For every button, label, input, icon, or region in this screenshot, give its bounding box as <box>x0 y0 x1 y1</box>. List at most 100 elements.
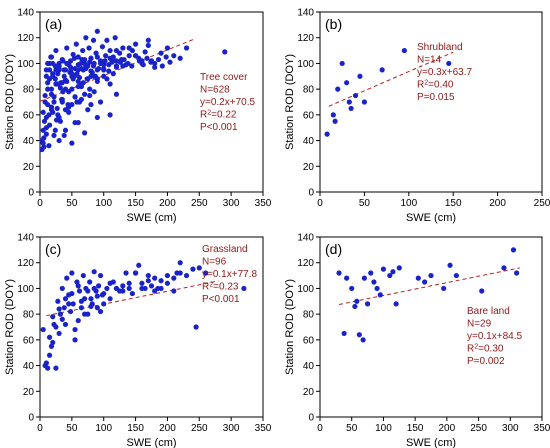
data-point <box>66 104 72 110</box>
data-point <box>360 337 366 343</box>
data-point <box>126 53 132 59</box>
y-tick-label: 100 <box>17 284 34 295</box>
data-point <box>101 290 107 297</box>
data-point <box>86 45 92 51</box>
data-point <box>94 28 100 34</box>
data-point <box>91 285 97 292</box>
chart-panel-1: 0 50 100 150 200 250 0 20 40 60 80 100 120 140 SWE (cm… <box>284 8 550 225</box>
y-tick-label: 40 <box>303 361 315 372</box>
data-point <box>48 107 55 113</box>
y-axis-label: Station ROD (DOY) <box>284 54 296 150</box>
y-tick-label: 80 <box>23 310 35 321</box>
data-point <box>120 45 126 51</box>
data-point <box>52 127 58 133</box>
annotation-line: N=29 <box>467 319 492 330</box>
data-point <box>396 265 402 271</box>
data-point <box>336 270 342 276</box>
data-point <box>241 285 247 292</box>
data-point <box>107 47 113 54</box>
annotation-line: y=0.2x+70.5 <box>200 97 255 108</box>
data-point <box>50 339 56 346</box>
data-point <box>415 275 421 281</box>
annotation-line: Bare land <box>467 306 510 317</box>
data-point <box>390 269 396 275</box>
plot-frame <box>39 11 264 193</box>
data-point <box>112 35 118 41</box>
data-point <box>66 301 72 307</box>
data-point <box>94 114 100 121</box>
data-point <box>72 326 78 333</box>
y-tick-label: 0 <box>28 413 34 424</box>
data-point <box>126 285 132 292</box>
data-point <box>94 54 100 60</box>
data-point <box>88 73 94 79</box>
data-point <box>76 288 83 294</box>
data-point <box>88 101 94 108</box>
data-point <box>50 73 56 79</box>
data-point <box>43 125 49 131</box>
data-point <box>132 41 139 47</box>
y-tick-label: 0 <box>28 188 34 199</box>
x-tick-label: 50 <box>66 423 78 434</box>
data-point <box>361 275 367 281</box>
data-point <box>142 49 148 55</box>
data-point <box>75 78 81 85</box>
x-tick-label: 150 <box>127 423 144 434</box>
data-point <box>87 59 93 65</box>
data-point <box>120 63 126 69</box>
x-tick-label: 300 <box>223 198 240 209</box>
data-point <box>164 280 171 286</box>
data-point <box>97 99 104 105</box>
data-point <box>88 303 94 310</box>
data-point <box>70 301 76 307</box>
annotation-line: P=0.002 <box>467 356 505 367</box>
data-point <box>72 94 78 100</box>
annotation-line: N=14 <box>417 55 442 66</box>
data-point <box>121 56 127 63</box>
data-point <box>75 283 81 289</box>
data-point <box>479 288 485 294</box>
y-tick-label: 20 <box>23 387 35 398</box>
data-point <box>43 114 49 121</box>
annotation-line: R2=0.30 <box>467 343 504 355</box>
data-point <box>155 56 162 63</box>
y-tick-label: 60 <box>303 110 315 121</box>
annotation-line: Tree cover <box>200 72 248 83</box>
data-point <box>145 278 151 284</box>
data-point <box>193 324 199 330</box>
x-tick-label: 50 <box>66 198 78 209</box>
data-point <box>80 47 86 54</box>
data-point <box>379 67 385 73</box>
data-point <box>82 91 88 97</box>
y-tick-label: 120 <box>17 33 34 44</box>
data-point <box>59 80 65 86</box>
y-tick-label: 140 <box>297 8 314 19</box>
data-point <box>163 54 169 60</box>
data-point <box>41 118 48 124</box>
data-point <box>97 308 104 315</box>
data-point <box>339 60 345 67</box>
data-point <box>61 305 67 311</box>
data-point <box>203 270 209 276</box>
data-point <box>62 127 69 133</box>
data-point <box>71 55 78 61</box>
data-point <box>110 71 116 77</box>
data-point <box>57 85 63 91</box>
data-point <box>53 47 59 54</box>
data-point <box>177 270 183 276</box>
data-point <box>152 64 158 70</box>
y-tick-label: 20 <box>303 162 315 173</box>
x-tick-label: 350 <box>255 423 272 434</box>
y-tick-label: 40 <box>303 136 315 147</box>
data-point <box>45 80 51 86</box>
data-point <box>393 301 399 307</box>
data-point <box>79 56 85 63</box>
data-point <box>357 73 363 79</box>
data-point <box>148 283 155 289</box>
data-point <box>61 73 67 79</box>
data-point <box>344 80 350 86</box>
data-point <box>144 55 150 61</box>
data-point <box>75 119 81 126</box>
data-point <box>67 64 74 70</box>
